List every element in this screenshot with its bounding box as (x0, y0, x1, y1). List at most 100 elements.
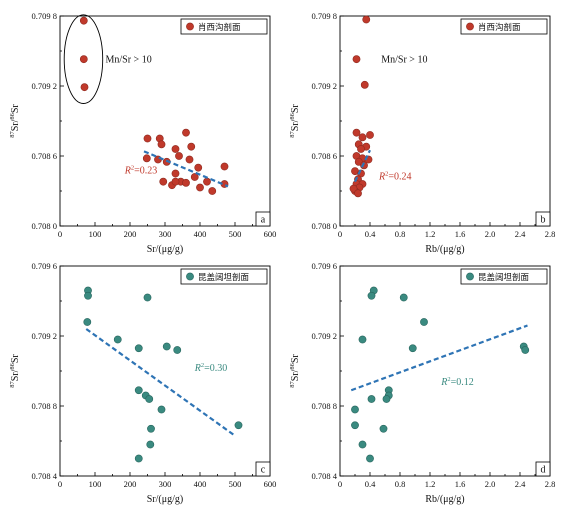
r-squared-value: =0.24 (388, 171, 411, 182)
x-tick-label: 1.2 (425, 229, 436, 239)
panel-tag-box (535, 461, 551, 477)
legend-marker (186, 272, 194, 281)
y-axis-title-sup: 86 (9, 362, 16, 369)
x-tick-label: 0 (338, 479, 342, 489)
data-point (220, 162, 229, 171)
legend-marker (466, 272, 474, 281)
r-squared-sup: 2 (201, 362, 204, 369)
data-point (357, 145, 365, 153)
data-point (79, 16, 88, 25)
x-tick-label: 0.4 (365, 479, 376, 489)
x-tick-label: 600 (264, 479, 277, 489)
y-tick-label: 0.709 2 (32, 331, 58, 341)
y-axis-title-text: Sr/ (290, 369, 301, 381)
plot-frame (59, 15, 271, 227)
r-squared-sup: 2 (385, 170, 388, 177)
y-axis-title: 87Sr/86Sr (289, 354, 301, 388)
x-axis-title: Sr/(μg/g) (147, 494, 183, 505)
panel-tag: c (261, 465, 266, 476)
data-point (182, 178, 190, 187)
legend-box (180, 18, 268, 35)
legend-label: 肖西沟剖面 (198, 22, 241, 33)
x-tick-label: 0 (58, 229, 62, 239)
plot-frame (339, 15, 551, 227)
data-point (354, 189, 362, 198)
y-axis-title-sup: 86 (289, 112, 296, 119)
data-point (379, 424, 388, 433)
legend-box (460, 18, 548, 35)
data-point (352, 128, 361, 137)
y-axis-title-text: Sr/ (290, 119, 301, 131)
y-axis-title-sup: 87 (9, 131, 16, 138)
panel-tag: d (541, 465, 546, 476)
trend-line (85, 328, 236, 437)
y-tick-label: 0.709 6 (32, 261, 58, 271)
data-point (196, 183, 204, 192)
panel-tag-box (255, 461, 271, 477)
data-point (358, 133, 367, 142)
x-tick-label: 400 (194, 229, 207, 239)
y-axis-title-text: Sr (10, 104, 21, 114)
x-tick-label: 2.8 (545, 479, 556, 489)
data-point (84, 291, 92, 300)
y-tick-label: 0.708 0 (32, 221, 58, 231)
data-point (171, 169, 180, 178)
panel-tag-box (255, 211, 271, 227)
r-squared-symbol: R (124, 166, 131, 177)
data-point (352, 55, 361, 64)
x-tick-label: 2.0 (485, 229, 496, 239)
y-tick-label: 0.708 4 (312, 471, 338, 481)
y-axis-title-text: Sr (290, 104, 301, 114)
legend-marker (466, 22, 474, 31)
y-tick-label: 0.708 6 (312, 151, 338, 161)
data-point (208, 187, 217, 195)
r-squared-value: =0.30 (204, 363, 227, 374)
data-point (146, 440, 155, 449)
x-tick-label: 1.6 (455, 229, 466, 239)
mn-sr-annotation: Mn/Sr > 10 (106, 55, 152, 66)
data-point (143, 134, 152, 143)
r-squared-sup: 2 (447, 376, 450, 383)
x-tick-label: 0 (58, 479, 62, 489)
x-tick-label: 200 (124, 229, 137, 239)
y-axis-title-text: Sr/ (10, 119, 21, 131)
data-point (143, 293, 152, 302)
y-tick-label: 0.709 8 (32, 11, 58, 21)
panel-d: 0 0.4 0.8 1.2 1.6 2.0 2.4 2.8 0.708 4 0.708 8 0.70… (289, 261, 555, 505)
data-point (367, 395, 376, 403)
y-axis-title-sup: 87 (9, 381, 16, 388)
data-point (134, 344, 143, 353)
x-tick-label: 1.6 (455, 479, 466, 489)
x-axis-title: Rb/(μg/g) (425, 494, 464, 505)
panel-b: 0 0.4 0.8 1.2 1.6 2.0 2.4 2.8 0.708 0 0.708 6 0.70… (289, 11, 555, 255)
data-point (175, 152, 183, 160)
data-point (367, 291, 376, 300)
data-point (349, 184, 358, 193)
x-tick-label: 200 (124, 479, 137, 489)
data-point (159, 177, 168, 186)
y-axis-title-text: Sr (290, 354, 301, 364)
data-point (185, 155, 194, 164)
data-point (187, 142, 196, 151)
y-tick-label: 0.708 0 (312, 221, 338, 231)
legend-label: 肖西沟剖面 (478, 22, 521, 33)
y-axis-title: 87Sr/86Sr (289, 104, 301, 138)
x-tick-label: 300 (159, 229, 172, 239)
data-point (351, 421, 359, 430)
r-squared-label: R2=0.23 (124, 165, 158, 177)
y-tick-label: 0.708 8 (32, 401, 58, 411)
r-squared-value: =0.12 (451, 377, 474, 388)
data-point (147, 424, 155, 433)
data-point (142, 154, 151, 163)
x-axis-title: Rb/(μg/g) (425, 244, 464, 255)
data-point (157, 405, 166, 414)
data-point (521, 346, 530, 354)
y-axis-title-sup: 87 (289, 381, 296, 388)
x-tick-label: 2.8 (545, 229, 556, 239)
panel-tag-box (535, 211, 551, 227)
legend-label: 昆盖阔坦剖面 (478, 272, 530, 283)
r-squared-symbol: R (378, 171, 385, 182)
outlier-ellipse (63, 14, 104, 104)
data-point (366, 131, 374, 139)
